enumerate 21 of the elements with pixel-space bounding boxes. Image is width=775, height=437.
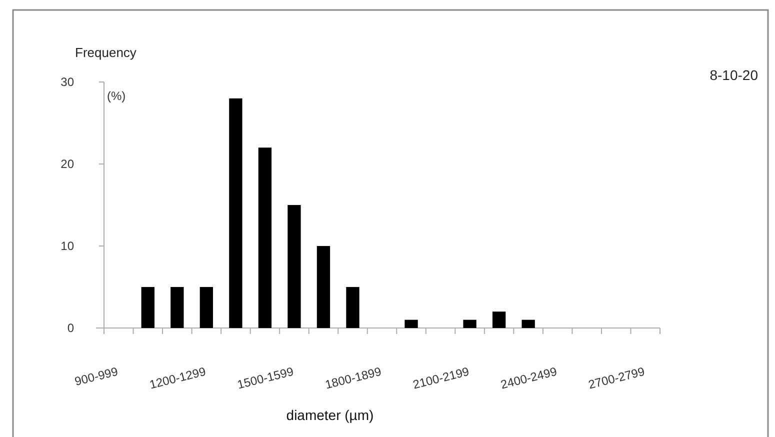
- y-tick-label: 20: [60, 157, 74, 172]
- bar: [404, 320, 418, 328]
- y-tick-label: 10: [60, 239, 74, 254]
- bar: [463, 320, 476, 328]
- x-tick-label: 900-999: [73, 364, 120, 389]
- annotation: (%): [107, 89, 126, 103]
- y-tick-label: 0: [67, 321, 74, 336]
- text: 8-10-20: [710, 67, 758, 83]
- bar: [229, 98, 242, 328]
- bar: [492, 312, 506, 328]
- y-axis-title: Frequency: [75, 45, 137, 60]
- bar: [288, 205, 301, 328]
- bar: [200, 287, 214, 328]
- bar: [141, 287, 154, 328]
- bar: [258, 148, 272, 328]
- bar: [316, 246, 330, 328]
- bar: [346, 287, 360, 328]
- bar: [170, 287, 184, 328]
- y-tick-label: 30: [60, 75, 74, 90]
- bar: [522, 320, 535, 328]
- x-axis-title: diameter (µm): [286, 407, 374, 423]
